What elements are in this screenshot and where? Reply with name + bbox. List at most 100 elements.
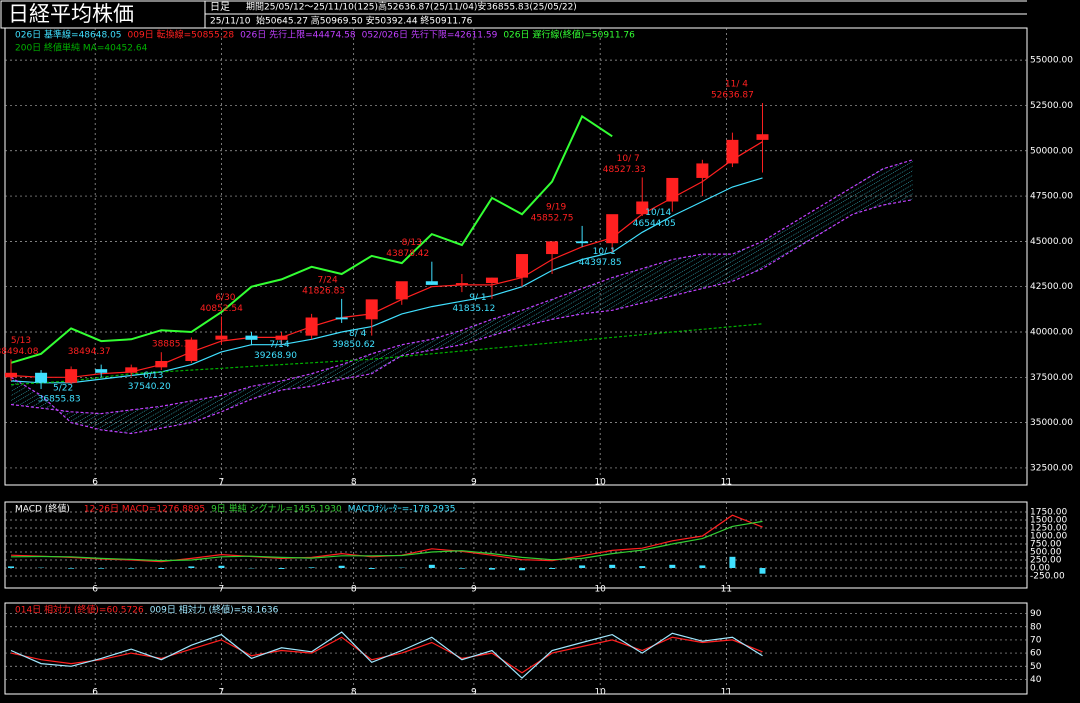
candle-body (425, 281, 438, 285)
candle-body (125, 367, 138, 373)
candle-body (95, 369, 108, 373)
x-tick-label: 7 (219, 478, 225, 488)
series-line (10, 114, 613, 364)
legend-entry: 12-26日 MACD=1276.8895 (84, 504, 205, 515)
x-tick-label: 8 (351, 478, 357, 488)
candle-body (365, 299, 378, 320)
legend-entry: 009日 転換線=50855.28 (128, 29, 235, 41)
y-tick-label: 1250.00 (1030, 524, 1067, 534)
legend-entry: 9日 単純 シグナル=1455.1930 (211, 503, 342, 515)
x-tick-label: 10 (594, 585, 606, 595)
series-line (10, 159, 913, 415)
histogram-bar (699, 565, 706, 568)
series-line (10, 323, 763, 386)
histogram-bar (308, 567, 315, 568)
y-tick-label: 50 (1030, 662, 1042, 672)
annotation-date: 7/24 (318, 275, 338, 285)
histogram-bar (158, 568, 165, 569)
histogram-bar (188, 566, 195, 568)
x-tick-label: 10 (594, 478, 606, 488)
period-text: 期間25/05/12～25/11/10(125)高52636.87(25/11/… (246, 1, 577, 13)
y-tick-label: -250.00 (1030, 572, 1065, 582)
histogram-bar (218, 565, 225, 568)
y-tick-label: 40 (1030, 675, 1042, 685)
header-ohlc: 始50645.27 高50969.50 安50392.44 終50911.76 (256, 15, 473, 27)
candle-body (546, 241, 559, 255)
annotation-value: 40852.54 (200, 304, 243, 314)
annotation-value: 48527.33 (603, 165, 646, 175)
annotation-date: 9/ 1 (469, 293, 486, 303)
histogram-bar (669, 564, 676, 568)
histogram-bar (549, 568, 556, 569)
y-tick-label: 250.00 (1030, 556, 1062, 566)
candle-body (275, 335, 288, 340)
y-tick-label: 1000.00 (1030, 532, 1067, 542)
series-line (10, 520, 763, 562)
legend-entry: MACDｵｼﾚｰﾀｰ=-178.2935 (348, 504, 456, 515)
annotation-date: 10/14 (645, 208, 671, 218)
histogram-bar (639, 566, 646, 568)
series-line (10, 631, 763, 679)
annotation-date: 5/13 (11, 336, 31, 346)
annotation-date: 7/14 (269, 340, 289, 350)
candle-body (35, 372, 48, 383)
annotation-date: 8/13 (402, 238, 422, 248)
histogram-bar (609, 564, 616, 568)
panel-frame (4, 501, 1028, 589)
candle-body (696, 163, 709, 178)
annotation-value: 39268.90 (254, 351, 297, 361)
legend-entry: 026日 遅行線(終値)=50911.76 (503, 29, 635, 41)
annotation-value: 38494.37 (68, 347, 111, 357)
histogram-bar (519, 568, 526, 571)
annotation-value: 41826.83 (302, 286, 345, 296)
histogram-bar (368, 568, 375, 569)
candle-body (606, 214, 619, 244)
candle-body (756, 134, 769, 140)
candle-body (666, 177, 679, 202)
annotation-value: 45852.75 (531, 213, 574, 223)
panel-title: MACD (終値) (15, 503, 70, 515)
histogram-bar (458, 568, 465, 569)
candle-body (245, 335, 258, 340)
candle-body (215, 335, 228, 340)
candle-body (576, 241, 589, 244)
page-title: 日経平均株価 (8, 2, 134, 26)
x-tick-label: 11 (721, 585, 732, 595)
y-tick-label: 500.00 (1030, 548, 1062, 558)
y-tick-label: 0.00 (1030, 564, 1050, 574)
y-tick-label: 750.00 (1030, 540, 1062, 550)
header-date: 25/11/10 (210, 17, 251, 27)
annotation-value: 44397.85 (579, 258, 622, 268)
candle-body (516, 254, 529, 278)
y-tick-label: 37500.00 (1030, 373, 1073, 383)
annotation-date: 10/ 7 (617, 154, 640, 164)
annotation-date: 6/13 (143, 371, 163, 381)
y-tick-label: 1750.00 (1030, 508, 1067, 518)
candle-body (185, 339, 198, 361)
candle-body (485, 277, 498, 284)
y-tick-label: 70 (1030, 635, 1042, 645)
y-tick-label: 52500.00 (1030, 101, 1073, 111)
y-tick-label: 80 (1030, 622, 1042, 632)
candle-body (636, 201, 649, 215)
annotation-value: 41835.12 (452, 304, 495, 314)
x-tick-label: 9 (471, 688, 477, 698)
histogram-bar (98, 568, 105, 569)
legend-entry: 009日 相対力 (終値)=58.1636 (150, 604, 279, 616)
x-tick-label: 11 (721, 478, 732, 488)
legend-entry: 026日 先行上限=44474.58 (240, 29, 356, 41)
y-tick-label: 1500.00 (1030, 516, 1067, 526)
y-tick-label: 55000.00 (1030, 56, 1073, 66)
x-tick-label: 6 (92, 478, 98, 488)
y-tick-label: 40000.00 (1030, 328, 1073, 338)
legend-entry: 014日 相対力 (終値)=60.5726 (15, 604, 144, 616)
x-tick-label: 10 (594, 688, 606, 698)
candle-body (155, 361, 168, 368)
x-tick-label: 6 (92, 688, 98, 698)
candle-body (395, 281, 408, 300)
histogram-bar (729, 556, 736, 568)
panel-frame (4, 602, 1028, 695)
legend-entry: 200日 終値単純 MA=40452.64 (15, 42, 148, 54)
period-label: 日足 (210, 1, 230, 13)
annotation-value: 52636.87 (711, 90, 754, 100)
